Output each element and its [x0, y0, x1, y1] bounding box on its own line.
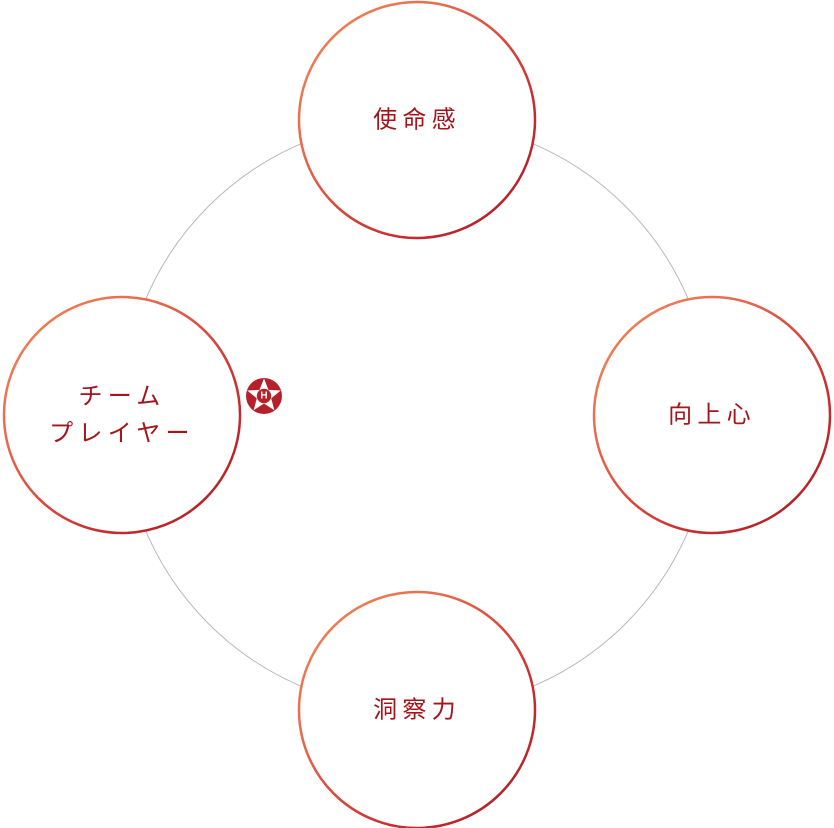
value-node-insight [299, 592, 535, 828]
diagram-svg: H [0, 0, 834, 828]
nodes-layer [4, 2, 830, 828]
value-node-mission [299, 2, 535, 238]
values-diagram: H 使命感向上心洞察力チーム プレイヤー [0, 0, 834, 828]
value-node-teamplayer [4, 297, 240, 533]
center-star-icon: H [246, 378, 282, 414]
value-node-ambition [594, 297, 830, 533]
center-icon-letter: H [260, 391, 267, 402]
